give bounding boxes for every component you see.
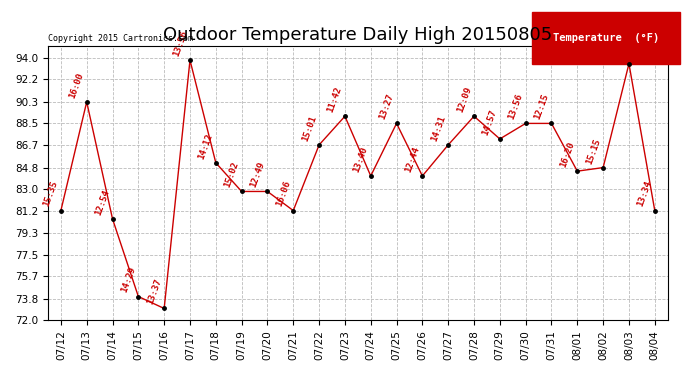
Text: 12:54: 12:54 [94,188,111,216]
Text: 15:35: 15:35 [42,180,59,208]
Text: 15:01: 15:01 [300,114,318,142]
Text: 12:44: 12:44 [404,145,421,174]
Text: Temperature  (°F): Temperature (°F) [553,33,659,43]
Text: 12:49: 12:49 [248,161,266,189]
Text: 13:34: 13:34 [635,180,653,208]
Text: 14:31: 14:31 [429,114,447,142]
Text: 13:27: 13:27 [377,93,395,121]
Text: 16:06: 16:06 [275,180,292,208]
Title: Outdoor Temperature Daily High 20150805: Outdoor Temperature Daily High 20150805 [164,26,553,44]
Text: 13:56: 13:56 [506,93,524,121]
Text: 13:37: 13:37 [145,278,163,306]
Text: 14:12: 14:12 [197,132,215,160]
Text: 15:15: 15:15 [584,137,602,165]
Text: 13:40: 13:40 [352,145,369,174]
Text: 12:15: 12:15 [533,93,550,121]
Text: 14:57: 14:57 [481,108,499,136]
Text: 13:56: 13:56 [171,29,188,58]
Text: 15:02: 15:02 [223,161,240,189]
Text: 16:20: 16:20 [558,141,576,169]
Text: 11:42: 11:42 [326,86,344,114]
Text: Copyright 2015 Cartronics.com: Copyright 2015 Cartronics.com [48,34,193,43]
Text: 16:44: 16:44 [610,33,628,62]
Text: 16:00: 16:00 [68,71,86,99]
Text: 12:09: 12:09 [455,86,473,114]
Text: 14:29: 14:29 [119,266,137,294]
